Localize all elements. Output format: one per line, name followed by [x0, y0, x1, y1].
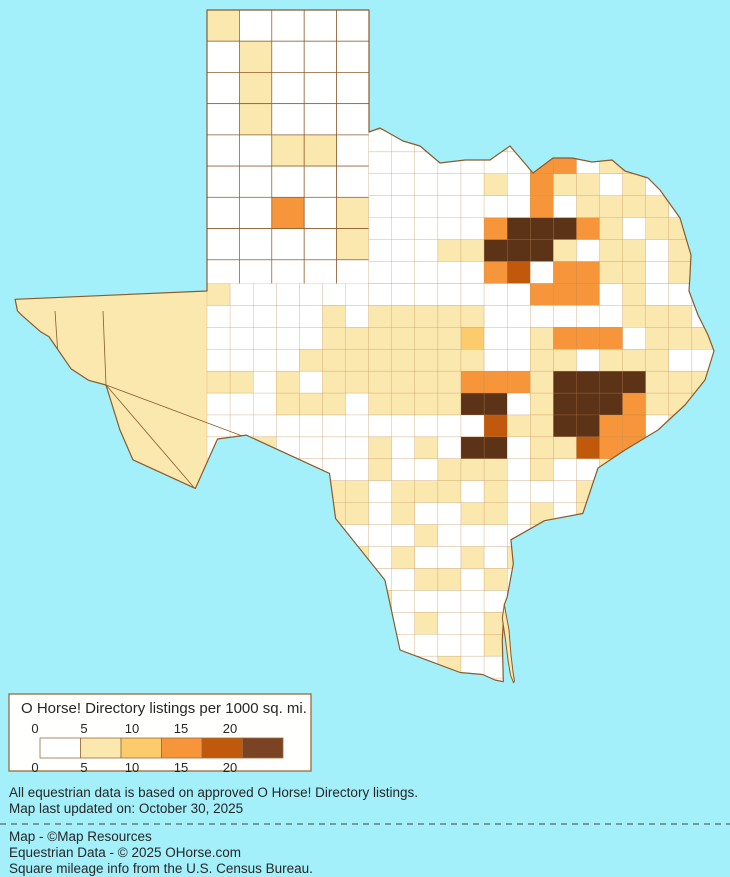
svg-text:Map - ©Map Resources: Map - ©Map Resources [9, 829, 152, 844]
svg-text:15: 15 [174, 760, 188, 775]
svg-text:15: 15 [174, 721, 188, 736]
svg-text:10: 10 [125, 721, 139, 736]
svg-text:20: 20 [223, 760, 237, 775]
svg-text:5: 5 [80, 721, 87, 736]
svg-text:Square mileage info from the U: Square mileage info from the U.S. Census… [9, 861, 313, 876]
svg-text:0: 0 [31, 721, 38, 736]
svg-text:5: 5 [80, 760, 87, 775]
svg-text:0: 0 [31, 760, 38, 775]
svg-text:Equestrian Data - © 2025 OHors: Equestrian Data - © 2025 OHorse.com [9, 845, 241, 860]
svg-text:20: 20 [223, 721, 237, 736]
svg-text:Map last updated on: October 3: Map last updated on: October 30, 2025 [9, 801, 243, 816]
svg-text:All equestrian data is based o: All equestrian data is based on approved… [9, 785, 418, 800]
svg-text:O Horse! Directory listings pe: O Horse! Directory listings per 1000 sq.… [21, 700, 307, 717]
svg-text:10: 10 [125, 760, 139, 775]
